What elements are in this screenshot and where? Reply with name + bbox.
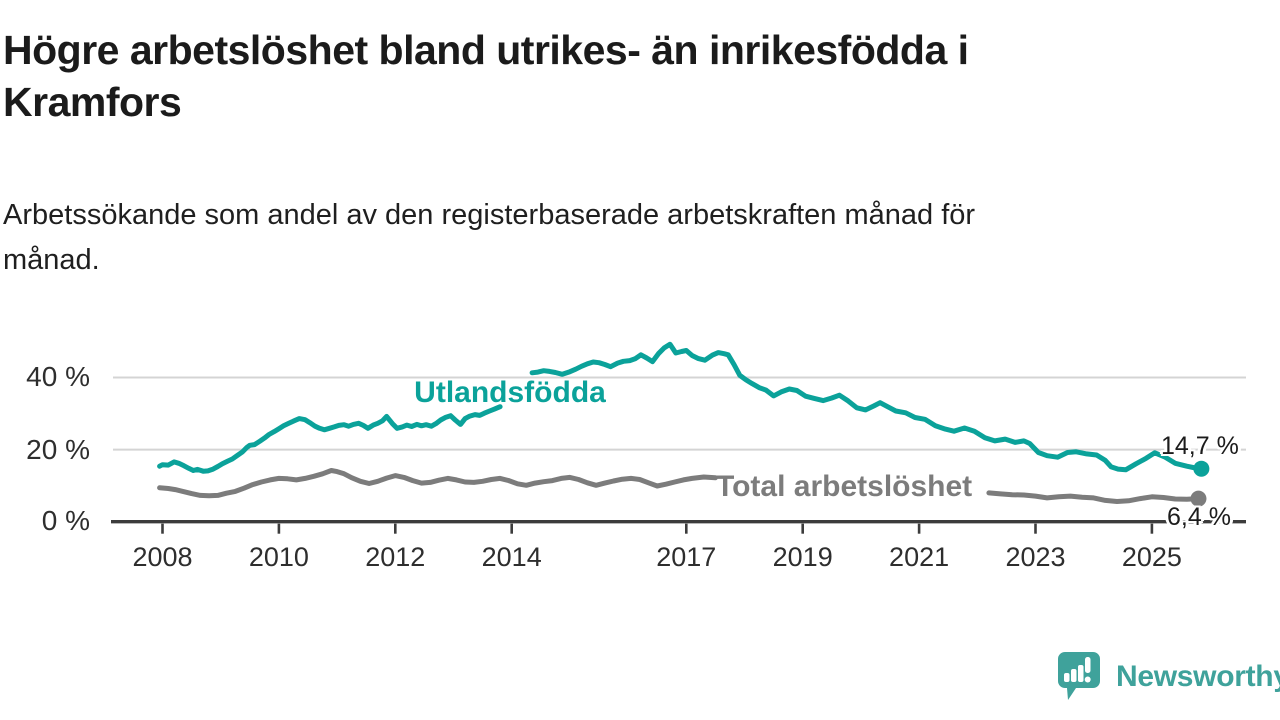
y-axis-label-0: 0 % [41, 505, 90, 536]
x-axis-label-2008: 2008 [132, 542, 193, 572]
series-line-utlandsf-dda-1 [529, 341, 1204, 473]
newsworthy-logo-icon [1058, 652, 1100, 700]
x-axis-label-2014: 2014 [481, 542, 542, 572]
chart-title-line2: Kramfors [3, 79, 182, 125]
bar-2 [1071, 669, 1077, 682]
x-axis-label-2019: 2019 [772, 542, 833, 572]
x-axis-label-2025: 2025 [1121, 542, 1182, 572]
end-dot-utlandsf-dda [1193, 460, 1210, 477]
y-axis-label-20: 20 % [26, 434, 90, 465]
bar-3 [1078, 665, 1084, 682]
x-axis-label-2023: 2023 [1005, 542, 1066, 572]
end-value-label-total: 6,4 % [1167, 503, 1231, 531]
exclamation-bar [1085, 657, 1091, 673]
y-axis-label-40: 40 % [26, 361, 90, 392]
chart-subtitle-line2: månad. [3, 244, 100, 276]
series-label-utlandsfodda: Utlandsfödda [414, 376, 606, 409]
exclamation-dot [1084, 676, 1091, 683]
newsworthy-logo-text: Newsworthy [1116, 660, 1280, 693]
bar-1 [1064, 673, 1070, 682]
end-value-label-utlandsfodda: 14,7 % [1161, 432, 1239, 460]
series-line-utlandsf-dda-0 [157, 404, 503, 474]
chart-subtitle: Arbetssökande som andel av den registerb… [3, 193, 1203, 283]
x-axis-label-2017: 2017 [656, 542, 717, 572]
chart-title: Högre arbetslöshet bland utrikes- än inr… [3, 24, 1183, 128]
chart-subtitle-line1: Arbetssökande som andel av den registerb… [3, 199, 976, 231]
chart-title-line1: Högre arbetslöshet bland utrikes- än inr… [3, 27, 969, 73]
series-label-total-arbetsloshet: Total arbetslöshet [716, 470, 973, 503]
x-axis-label-2010: 2010 [248, 542, 309, 572]
series-line-total-arbetsl-shet-0 [157, 468, 718, 499]
x-axis-label-2021: 2021 [889, 542, 950, 572]
series-line-total-arbetsl-shet-1 [986, 490, 1201, 504]
end-dot-total-arbetsl-shet [1190, 490, 1207, 507]
newsworthy-logo: Newsworthy [1056, 650, 1280, 704]
x-axis-label-2012: 2012 [365, 542, 426, 572]
